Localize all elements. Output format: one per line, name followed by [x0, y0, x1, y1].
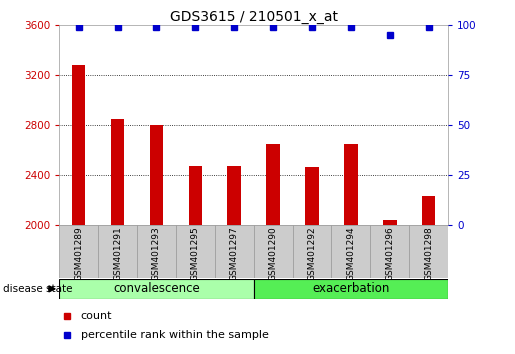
- Bar: [215, 225, 253, 278]
- Text: GSM401295: GSM401295: [191, 227, 200, 281]
- Bar: [409, 225, 448, 278]
- Text: exacerbation: exacerbation: [312, 282, 389, 295]
- Bar: [176, 225, 215, 278]
- Text: percentile rank within the sample: percentile rank within the sample: [81, 330, 268, 340]
- Text: GSM401298: GSM401298: [424, 227, 433, 281]
- Bar: [150, 125, 163, 225]
- Text: GSM401297: GSM401297: [230, 227, 238, 281]
- Bar: [111, 119, 124, 225]
- Bar: [370, 225, 409, 278]
- Bar: [422, 196, 435, 225]
- Bar: [98, 225, 137, 278]
- Bar: [266, 143, 280, 225]
- Text: GSM401296: GSM401296: [385, 227, 394, 281]
- Bar: [188, 166, 202, 225]
- Bar: [344, 143, 357, 225]
- Bar: [383, 220, 397, 225]
- Text: convalescence: convalescence: [113, 282, 200, 295]
- Bar: [228, 166, 241, 225]
- Text: count: count: [81, 311, 112, 321]
- Text: GSM401292: GSM401292: [307, 227, 316, 281]
- Bar: [72, 65, 85, 225]
- Text: disease state: disease state: [3, 284, 72, 294]
- Bar: [305, 167, 319, 225]
- Text: GSM401290: GSM401290: [269, 227, 278, 281]
- Bar: [253, 225, 293, 278]
- Bar: [293, 225, 332, 278]
- Bar: [137, 225, 176, 278]
- Bar: [332, 225, 370, 278]
- Text: GSM401289: GSM401289: [74, 227, 83, 281]
- Text: GSM401293: GSM401293: [152, 227, 161, 281]
- Text: GSM401294: GSM401294: [347, 227, 355, 281]
- Bar: [59, 225, 98, 278]
- Text: GSM401291: GSM401291: [113, 227, 122, 281]
- Bar: [59, 279, 253, 299]
- Title: GDS3615 / 210501_x_at: GDS3615 / 210501_x_at: [169, 10, 338, 24]
- Bar: [253, 279, 448, 299]
